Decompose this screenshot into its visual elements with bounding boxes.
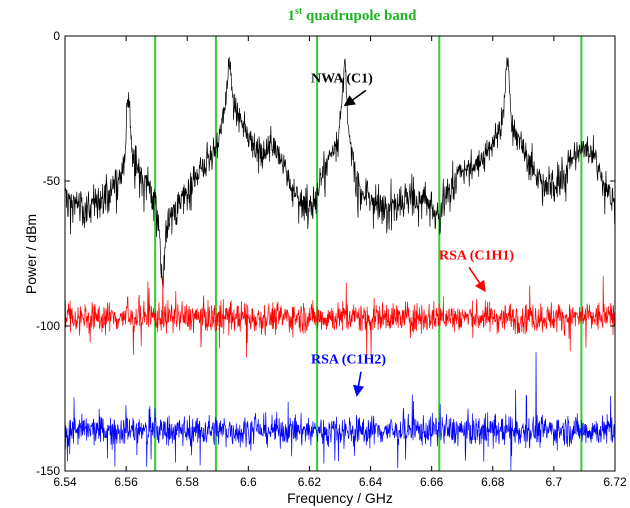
- annotations: NWA (C1) RSA (C1H1) RSA (C1H2): [311, 71, 514, 397]
- chart-title: 1st quadrupole band: [288, 6, 418, 24]
- annotation-arrow-0: [343, 89, 367, 107]
- chart-title-number: 1: [288, 8, 296, 24]
- chart-title-superscript: st: [295, 6, 303, 17]
- x-tick-label: 6.68: [481, 475, 505, 489]
- annotation-label-2: RSA (C1H2): [311, 353, 386, 368]
- y-tick-label: -150: [36, 464, 60, 478]
- series-layer: [64, 57, 616, 471]
- x-tick-label: 6.58: [176, 475, 200, 489]
- x-tick-label: 6.64: [359, 475, 383, 489]
- x-tick-label: 6.7: [546, 475, 563, 489]
- x-tick-label: 6.56: [114, 475, 138, 489]
- annotation-label-0: NWA (C1): [311, 71, 373, 86]
- plot-frame: [64, 35, 616, 472]
- series-2-line: [64, 352, 616, 471]
- plot-area: [65, 36, 615, 471]
- x-axis-ticks: 6.54 6.56 6.58 6.6 6.62 6.64 6.66 6.68 6.7 6.72: [53, 36, 627, 489]
- annotation-label-1: RSA (C1H1): [439, 248, 514, 263]
- y-axis-ticks: 0 -50 -100 -150: [36, 29, 615, 478]
- y-axis-label: Power / dBm: [23, 214, 39, 294]
- series-0-line: [64, 57, 616, 289]
- x-tick-label: 6.66: [420, 475, 444, 489]
- y-tick-label: 0: [53, 29, 60, 43]
- x-tick-label: 6.72: [603, 475, 627, 489]
- x-tick-label: 6.62: [298, 475, 322, 489]
- chart-title-text: quadrupole band: [302, 8, 417, 24]
- series-1-line: [64, 275, 616, 358]
- y-tick-label: -50: [43, 174, 61, 188]
- x-tick-label: 6.6: [240, 475, 257, 489]
- annotation-arrow-1: [468, 266, 486, 293]
- y-tick-label: -100: [36, 319, 60, 333]
- band-markers: [154, 36, 583, 471]
- annotation-arrow-2: [353, 371, 365, 397]
- x-tick-label: 6.54: [53, 475, 77, 489]
- x-axis-label: Frequency / GHz: [287, 490, 393, 506]
